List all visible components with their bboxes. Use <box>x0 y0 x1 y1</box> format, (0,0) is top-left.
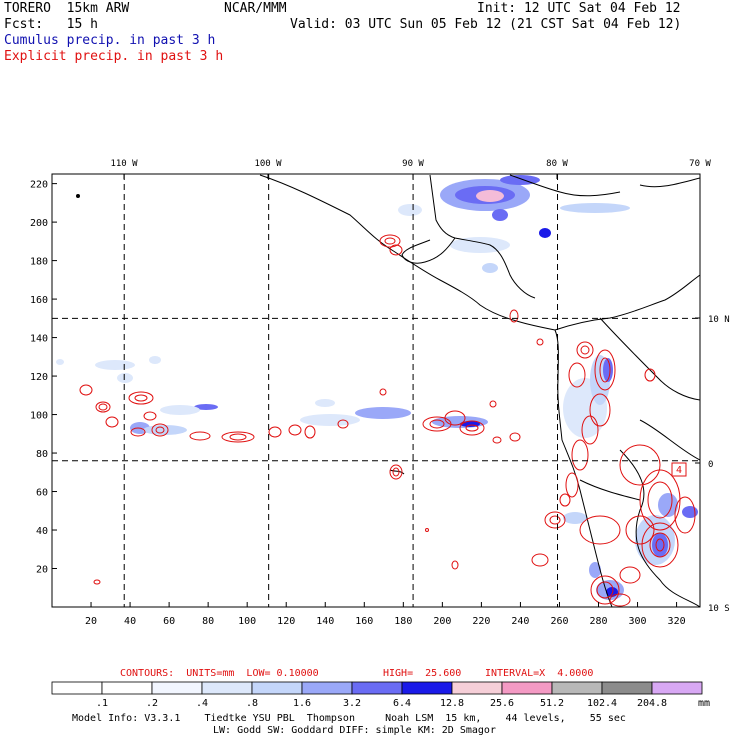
cumulus-legend: Cumulus precip. in past 3 h <box>4 33 216 48</box>
y-tick-label: 200 <box>30 218 48 229</box>
lon-label: 110 W <box>110 159 138 169</box>
x-tick-label: 140 <box>316 616 334 627</box>
colorbar-label: 6.4 <box>392 698 412 709</box>
contour-units: CONTOURS: UNITS=mm LOW= 0.10000 <box>120 668 319 679</box>
colorbar-unit: mm <box>698 698 711 709</box>
model-title: TORERO 15km ARW <box>4 1 130 16</box>
colorbar-swatch <box>401 681 453 695</box>
y-tick-label: 100 <box>30 411 48 422</box>
center-label: NCAR/MMM <box>224 1 287 16</box>
colorbar-label: 3.2 <box>342 698 362 709</box>
y-tick-label: 160 <box>30 295 48 306</box>
colorbar-swatch <box>101 681 153 695</box>
map-frame <box>51 173 701 608</box>
x-tick-label: 320 <box>668 616 686 627</box>
lat-label: 0 <box>708 460 713 470</box>
y-tick-label: 20 <box>36 565 48 576</box>
y-tick-label: 220 <box>30 180 48 191</box>
physics-info: LW: Godd SW: Goddard DIFF: simple KM: 2D… <box>213 725 496 736</box>
coastlines <box>76 174 700 607</box>
x-tick-label: 180 <box>394 616 412 627</box>
x-tick-label: 240 <box>511 616 529 627</box>
y-tick-label: 120 <box>30 372 48 383</box>
x-tick-label: 120 <box>277 616 295 627</box>
valid-time: Valid: 03 UTC Sun 05 Feb 12 (21 CST Sat … <box>290 17 682 32</box>
lat-label: 10 N <box>708 315 730 325</box>
y-tick-label: 180 <box>30 257 48 268</box>
axis-ticks <box>52 174 701 608</box>
colorbar-label: 102.4 <box>586 698 618 709</box>
colorbar-label: 12.8 <box>439 698 465 709</box>
colorbar-label: 1.6 <box>292 698 312 709</box>
colorbar-swatch <box>551 681 603 695</box>
lat-lon-lines <box>52 174 700 607</box>
lat-label: 10 S <box>708 604 730 614</box>
colorbar-swatch <box>151 681 203 695</box>
y-tick-label: 40 <box>36 526 48 537</box>
colorbar-swatch <box>51 681 103 695</box>
colorbar-label: 51.2 <box>539 698 565 709</box>
colorbar-label: 204.8 <box>636 698 668 709</box>
colorbar-label: .2 <box>145 698 159 709</box>
x-tick-label: 160 <box>355 616 373 627</box>
colorbar-label: .4 <box>195 698 209 709</box>
x-tick-label: 200 <box>433 616 451 627</box>
colorbar-swatch <box>201 681 253 695</box>
init-time: Init: 12 UTC Sat 04 Feb 12 <box>477 1 681 16</box>
x-tick-label: 80 <box>202 616 214 627</box>
contour-interval: INTERVAL=X 4.0000 <box>485 668 594 679</box>
colorbar-swatch <box>651 681 703 695</box>
lon-label: 70 W <box>689 159 711 169</box>
x-tick-label: 220 <box>472 616 490 627</box>
colorbar-swatch <box>501 681 553 695</box>
colorbar-label: 25.6 <box>489 698 515 709</box>
explicit-legend: Explicit precip. in past 3 h <box>4 49 224 64</box>
lon-label: 80 W <box>546 159 568 169</box>
forecast-hour: Fcst: 15 h <box>4 17 98 32</box>
y-tick-label: 80 <box>36 449 48 460</box>
explicit-contours <box>79 234 696 607</box>
x-tick-label: 40 <box>124 616 136 627</box>
lon-label: 90 W <box>402 159 424 169</box>
colorbar-swatch <box>601 681 653 695</box>
colorbar-swatch <box>351 681 403 695</box>
lon-label: 100 W <box>254 159 282 169</box>
map-label-4: 4 <box>676 465 682 476</box>
x-tick-label: 100 <box>238 616 256 627</box>
colorbar-label: .8 <box>245 698 259 709</box>
colorbar-label: .1 <box>95 698 109 709</box>
x-tick-label: 280 <box>589 616 607 627</box>
colorbar <box>51 681 703 695</box>
y-tick-label: 60 <box>36 488 48 499</box>
x-tick-label: 60 <box>163 616 175 627</box>
y-tick-label: 140 <box>30 334 48 345</box>
colorbar-swatch <box>301 681 353 695</box>
x-tick-label: 260 <box>550 616 568 627</box>
x-tick-label: 300 <box>629 616 647 627</box>
x-tick-label: 20 <box>85 616 97 627</box>
colorbar-swatch <box>251 681 303 695</box>
colorbar-swatch <box>451 681 503 695</box>
contour-high: HIGH= 25.600 <box>383 668 462 679</box>
model-info: Model Info: V3.3.1 Tiedtke YSU PBL Thomp… <box>72 713 626 724</box>
